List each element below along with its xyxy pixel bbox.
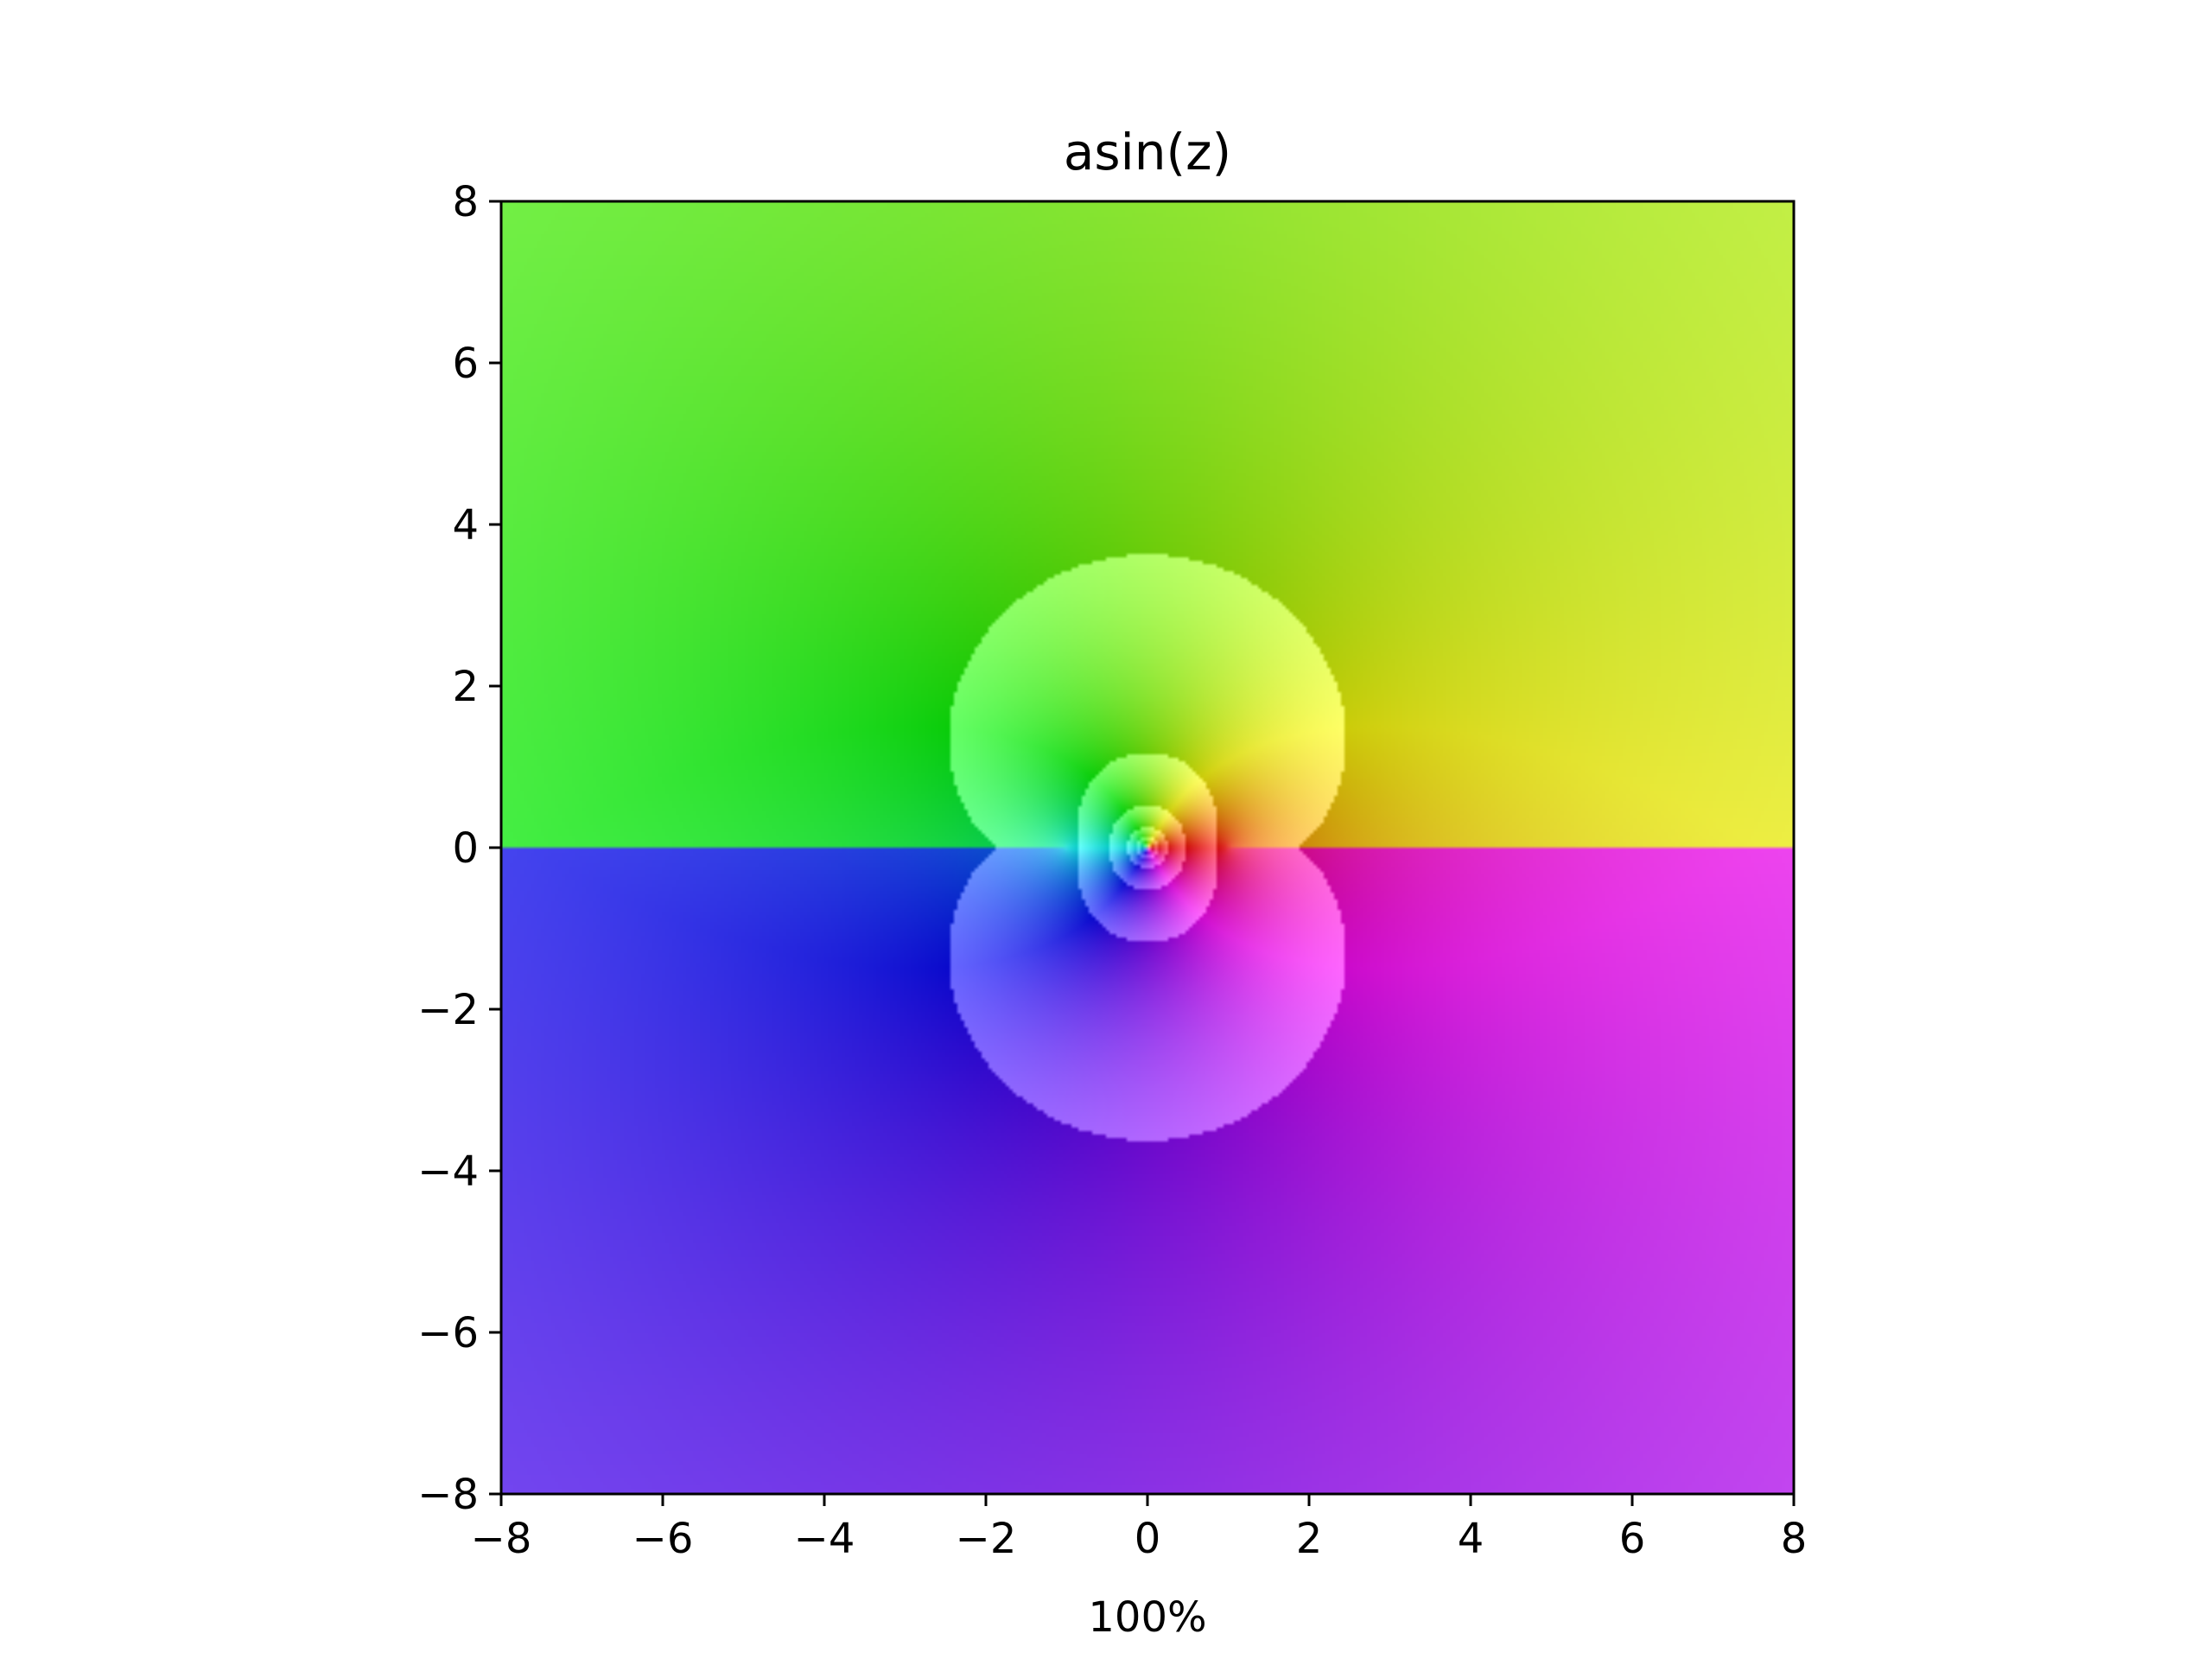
y-tick-label: −6	[417, 1309, 479, 1357]
x-tick-label: −8	[471, 1515, 532, 1563]
x-tick-label: 2	[1296, 1515, 1323, 1563]
x-axis: −8 −6 −4 −2 0 2 4 6 8	[471, 1494, 1808, 1563]
y-tick-label: 4	[452, 501, 479, 550]
y-tick-label: 8	[452, 178, 479, 226]
y-tick-label: −8	[417, 1471, 479, 1519]
x-tick-label: 0	[1135, 1515, 1161, 1563]
x-axis-label: 100%	[1088, 1593, 1206, 1642]
domain-coloring-image	[501, 201, 1794, 1494]
chart-title: asin(z)	[1064, 123, 1231, 181]
y-tick-label: 6	[452, 340, 479, 388]
y-tick-label: −2	[417, 986, 479, 1034]
y-tick-label: 2	[452, 663, 479, 711]
y-tick-label: 0	[452, 824, 479, 873]
x-tick-label: −4	[794, 1515, 855, 1563]
x-tick-label: −2	[956, 1515, 1017, 1563]
plot-area	[501, 201, 1794, 1494]
x-tick-label: −6	[632, 1515, 694, 1563]
y-tick-label: −4	[417, 1147, 479, 1196]
x-tick-label: 4	[1458, 1515, 1484, 1563]
x-tick-label: 6	[1619, 1515, 1646, 1563]
x-tick-label: 8	[1781, 1515, 1808, 1563]
y-axis: −8 −6 −4 −2 0 2 4 6 8	[417, 178, 501, 1519]
